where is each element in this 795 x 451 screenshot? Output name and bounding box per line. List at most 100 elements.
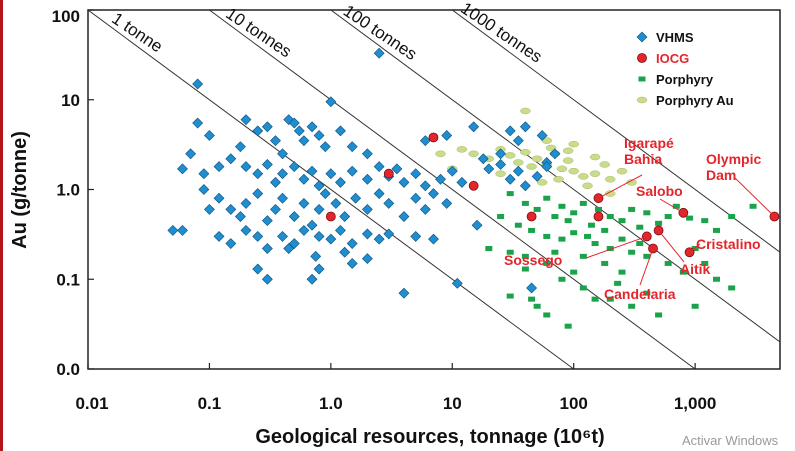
porphyry-point: [614, 280, 622, 286]
vhms-point: [213, 161, 225, 173]
porphyry-point: [528, 296, 536, 302]
vhms-point: [306, 165, 318, 177]
porphyry-point: [543, 195, 551, 201]
vhms-point: [398, 176, 410, 188]
vhms-point: [252, 168, 264, 180]
x-tick-label: 10: [443, 394, 462, 413]
vhms-point: [310, 250, 322, 262]
contour-line: [88, 10, 574, 369]
vhms-point: [177, 224, 188, 236]
porphyry-point: [551, 214, 559, 220]
y-tick-label: 0.0: [56, 360, 80, 379]
porphyry-point: [664, 260, 672, 266]
vhms-point: [361, 253, 373, 264]
porphyry-point: [672, 203, 680, 209]
vhms-point: [361, 203, 373, 215]
porphyry-point: [528, 227, 536, 233]
vhms-point: [512, 165, 524, 177]
vhms-point: [277, 148, 288, 160]
vhms-point: [185, 148, 197, 160]
vhms-point: [419, 135, 431, 147]
vhms-point: [330, 197, 342, 209]
porphyry-point: [636, 241, 644, 247]
contour-lines: [88, 10, 780, 369]
annotation-salobo: Salobo: [636, 183, 683, 199]
vhms-point: [468, 121, 480, 133]
vhms-point: [519, 180, 531, 192]
y-axis-title: Au (g/tonne): [9, 131, 31, 249]
vhms-point: [504, 173, 516, 185]
annotation-leader: [598, 174, 643, 199]
vhms-point: [536, 130, 548, 141]
porphyry-point: [606, 296, 614, 302]
vhms-point: [346, 141, 358, 153]
legend-label-porphyry: Porphyry: [656, 72, 714, 87]
porphyry-au-point: [616, 167, 628, 175]
vhms-point: [504, 125, 516, 137]
y-tick-label: 1.0: [56, 181, 80, 200]
porphyry-au-point: [626, 179, 637, 186]
legend: VHMS IOCG Porphyry Porphyry Au: [632, 22, 778, 118]
annotation-leader: [659, 198, 684, 214]
porphyry-point: [749, 203, 757, 209]
porphyry-point: [514, 222, 522, 228]
porphyry-point: [558, 276, 566, 282]
y-tick-label: 100: [52, 7, 80, 26]
porphyry-point: [543, 312, 551, 318]
vhms-point: [325, 168, 337, 180]
porphyry-point: [506, 293, 514, 299]
vhms-point: [313, 130, 325, 141]
porphyry-point: [587, 222, 595, 228]
porphyry-point: [628, 249, 636, 255]
vhms-point: [234, 141, 246, 153]
vhms-point: [288, 211, 300, 222]
vhms-point: [526, 282, 538, 294]
porphyry-au-point: [589, 153, 601, 161]
vhms-point: [298, 197, 310, 209]
vhms-point: [410, 192, 422, 204]
x-axis-title: Geological resources, tonnage (10⁶t): [255, 426, 604, 448]
series-porphyry: [485, 191, 757, 329]
porphyry-point: [591, 241, 599, 247]
page-edge-bar: [0, 0, 3, 451]
porphyry-au-point: [513, 159, 524, 166]
porphyry-point: [579, 200, 587, 206]
vhms-point: [293, 125, 305, 137]
contour-line: [451, 10, 780, 253]
vhms-point: [541, 161, 553, 173]
vhms-point: [373, 161, 385, 173]
vhms-point: [456, 176, 468, 188]
legend-marker-vhms: [636, 31, 648, 43]
porphyry-au-point: [568, 167, 579, 175]
legend-label-porphyryau: Porphyry Au: [656, 93, 734, 108]
vhms-point: [298, 173, 310, 185]
vhms-point: [398, 287, 410, 299]
iocg-point: [468, 180, 479, 191]
x-tick-label: 1.0: [319, 394, 343, 413]
vhms-point: [277, 192, 288, 204]
vhms-point: [313, 180, 325, 192]
vhms-point: [319, 188, 331, 200]
vhms-point: [373, 188, 385, 200]
vhms-point: [477, 153, 489, 165]
porphyry-au-point: [605, 176, 616, 183]
vhms-point: [240, 114, 252, 126]
vhms-point: [167, 224, 179, 236]
porphyry-point: [506, 249, 514, 255]
vhms-point: [306, 121, 318, 133]
porphyry-point: [521, 253, 529, 259]
porphyry-au-point: [599, 161, 610, 168]
porphyry-point: [618, 269, 626, 275]
vhms-point: [446, 165, 458, 177]
porphyry-point: [713, 276, 721, 282]
axes: 0.01 0.1 1.0 10 100 1,000 0.0 0.1 1.0 10 100: [52, 7, 717, 413]
porphyry-point: [485, 246, 493, 252]
porphyry-point: [643, 290, 651, 296]
porphyry-point: [551, 249, 559, 255]
vhms-point: [283, 243, 295, 254]
porphyry-point: [533, 206, 541, 212]
porphyry-point: [691, 246, 699, 252]
vhms-point: [298, 135, 310, 147]
vhms-point: [261, 159, 273, 170]
